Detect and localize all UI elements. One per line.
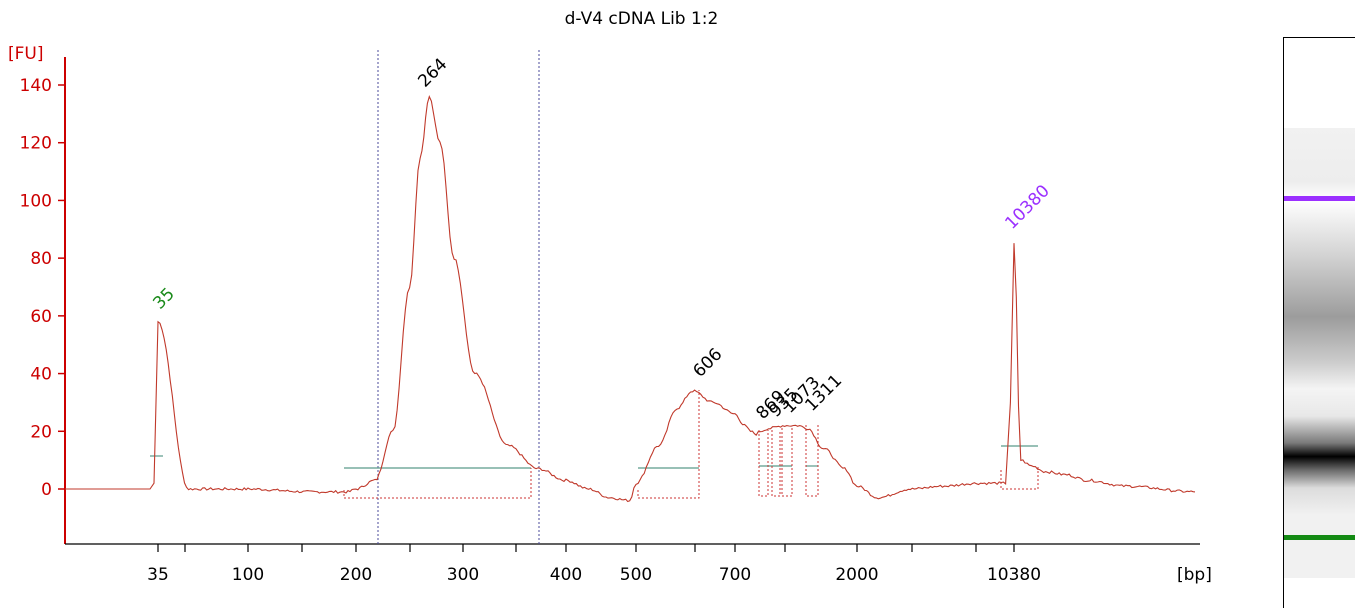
y-tick-label: 100: [20, 191, 52, 211]
x-tick-label: 35: [147, 565, 169, 585]
x-tick-label: 400: [550, 565, 582, 585]
y-tick-label: 20: [30, 422, 52, 442]
x-tick-label: 300: [447, 565, 479, 585]
peak-integration-box: [637, 390, 700, 499]
chart-title: d-V4 cDNA Lib 1:2: [564, 9, 719, 29]
upper-marker-band: [1284, 196, 1355, 201]
peak-label: 35: [149, 284, 178, 313]
x-tick-label: 100: [232, 565, 264, 585]
x-tick-label: 700: [719, 565, 751, 585]
y-tick-label: 60: [30, 307, 52, 327]
peak-integration-box: [781, 428, 793, 497]
peak-label: 606: [689, 344, 726, 381]
x-tick-label: 500: [620, 565, 652, 585]
x-tick-label: 10380: [987, 565, 1041, 585]
peak-integration-box: [771, 430, 781, 497]
peak-label: 264: [414, 54, 451, 91]
y-axis-label: [FU]: [8, 44, 44, 64]
x-axis-label: [bp]: [1177, 565, 1212, 585]
electropherogram-chart: [FU] [bp] 0 20 40 60 80 100 120 140 35 100 200 300…: [8, 44, 1212, 585]
y-tick-label: 40: [30, 365, 52, 385]
y-tick-label: 120: [20, 134, 52, 154]
peak-integration-box: [343, 468, 532, 499]
gel-lane: [1283, 37, 1355, 608]
y-tick-label: 140: [20, 76, 52, 96]
y-tick-label: 80: [30, 249, 52, 269]
electropherogram-trace: [65, 95, 1196, 503]
peak-integration-box: [758, 430, 769, 497]
lower-marker-band: [1284, 535, 1355, 540]
peak-label: 10380: [1001, 181, 1053, 233]
x-tick-label: 200: [340, 565, 372, 585]
peak-integration-box: [1000, 466, 1039, 490]
peak-integration-box: [805, 425, 819, 497]
gel-lane-bands: [1284, 128, 1355, 578]
x-tick-label: 2000: [835, 565, 878, 585]
y-tick-label: 0: [41, 480, 52, 500]
